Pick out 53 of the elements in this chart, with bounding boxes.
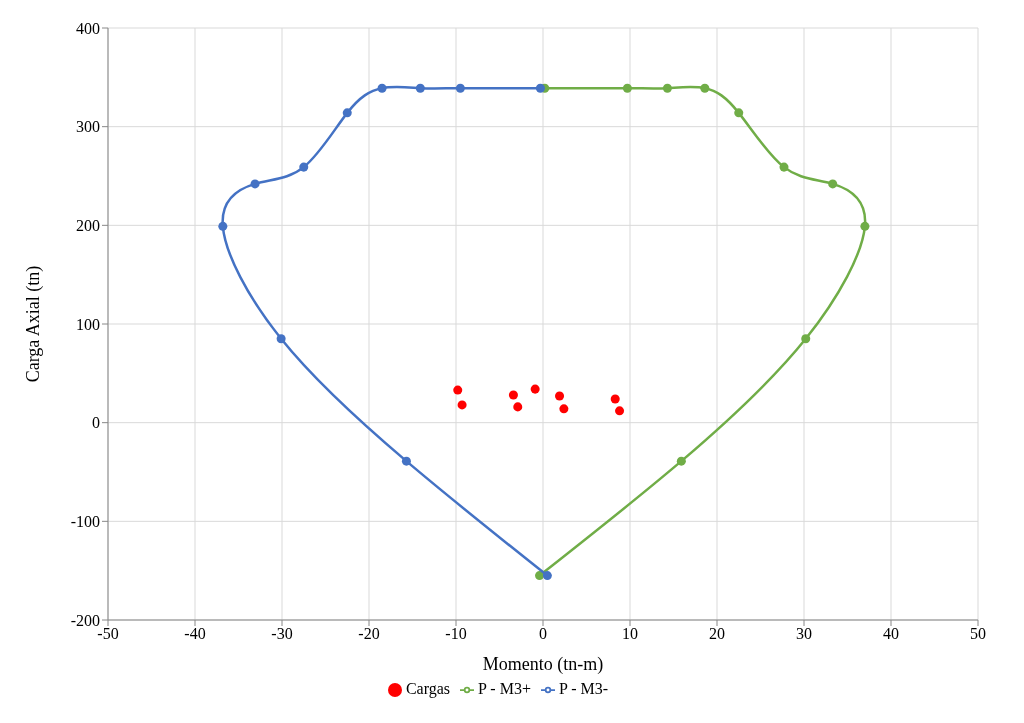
point bbox=[342, 108, 352, 118]
x-tick-label: -40 bbox=[184, 625, 206, 643]
point bbox=[401, 456, 411, 466]
point bbox=[453, 385, 463, 395]
x-axis-title: Momento (tn-m) bbox=[482, 654, 604, 675]
point bbox=[535, 571, 545, 581]
x-tick-label: -50 bbox=[97, 625, 119, 643]
legend-label: P - M3- bbox=[558, 680, 609, 697]
y-tick-label: 300 bbox=[76, 118, 100, 136]
y-tick-label: 400 bbox=[76, 19, 100, 37]
y-tick-label: -100 bbox=[70, 513, 100, 531]
point bbox=[610, 394, 620, 404]
x-tick-label: -10 bbox=[445, 625, 467, 643]
point bbox=[676, 456, 686, 466]
point bbox=[508, 390, 518, 400]
point bbox=[250, 179, 260, 189]
point bbox=[542, 571, 552, 581]
point bbox=[860, 221, 870, 231]
point bbox=[530, 384, 540, 394]
point bbox=[455, 83, 465, 93]
y-axis-title: Carga Axial (tn) bbox=[23, 265, 45, 383]
legend-label: P - M3+ bbox=[478, 680, 531, 697]
x-tick-label: -20 bbox=[358, 625, 380, 643]
point bbox=[700, 83, 710, 93]
x-tick-label: 50 bbox=[970, 625, 986, 643]
point bbox=[622, 83, 632, 93]
legend-label: Cargas bbox=[405, 680, 451, 697]
x-tick-label: 40 bbox=[883, 625, 899, 643]
point bbox=[513, 402, 523, 412]
x-tick-label: 10 bbox=[622, 625, 638, 643]
point bbox=[377, 83, 387, 93]
point bbox=[276, 334, 286, 344]
x-tick-label: 30 bbox=[796, 625, 812, 643]
y-tick-label: 200 bbox=[76, 217, 100, 235]
point bbox=[734, 108, 744, 118]
point bbox=[801, 334, 811, 344]
point bbox=[555, 391, 565, 401]
point bbox=[559, 404, 569, 414]
y-tick-label: 100 bbox=[76, 315, 100, 333]
point bbox=[299, 162, 309, 172]
point bbox=[415, 83, 425, 93]
point bbox=[615, 406, 625, 416]
point bbox=[662, 83, 672, 93]
x-tick-label: 20 bbox=[709, 625, 725, 643]
x-tick-label: -30 bbox=[271, 625, 293, 643]
point bbox=[457, 400, 467, 410]
point bbox=[535, 83, 545, 93]
point bbox=[218, 221, 228, 231]
point bbox=[779, 162, 789, 172]
y-tick-label: -200 bbox=[70, 611, 100, 629]
x-tick-label: 0 bbox=[539, 625, 547, 643]
point bbox=[828, 179, 838, 189]
y-tick-label: 0 bbox=[92, 414, 100, 432]
